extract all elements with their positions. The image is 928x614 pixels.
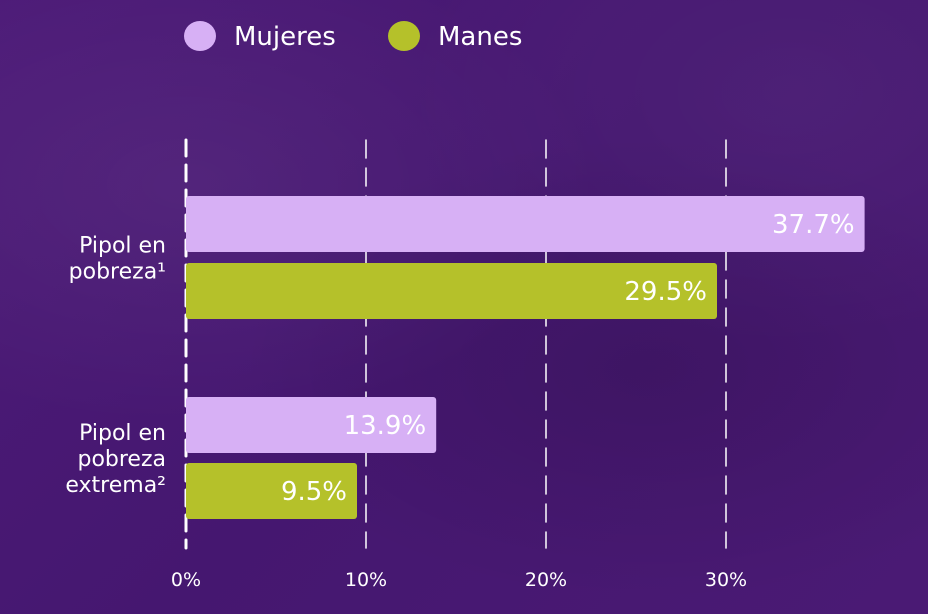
bar-manes [186, 263, 717, 319]
category-label-line: pobreza¹ [69, 260, 166, 285]
category-label: Pipol en pobreza extrema² [65, 421, 166, 498]
x-tick-label: 20% [525, 569, 567, 591]
bar-mujeres [186, 196, 865, 252]
x-tick-label: 30% [705, 569, 747, 591]
bar-value-label: 29.5% [624, 277, 707, 307]
category-label-line: Pipol en [79, 421, 166, 446]
legend-label: Manes [438, 22, 522, 52]
legend-label: Mujeres [234, 22, 336, 52]
category-label: Pipol en pobreza¹ [69, 234, 166, 285]
bar-value-label: 9.5% [281, 477, 347, 507]
x-tick-label: 10% [345, 569, 387, 591]
category-label-line: Pipol en [79, 234, 166, 259]
bar-mujeres [186, 397, 437, 453]
bar-value-label: 37.7% [772, 210, 855, 240]
x-tick-label: 0% [171, 569, 201, 591]
category-label-line: extrema² [65, 473, 166, 498]
bar-manes [186, 463, 357, 519]
category-label-line: pobreza [77, 447, 166, 472]
legend-swatch-manes [388, 21, 420, 51]
bar-value-label: 13.9% [344, 411, 427, 441]
legend-swatch-mujeres [184, 21, 216, 51]
